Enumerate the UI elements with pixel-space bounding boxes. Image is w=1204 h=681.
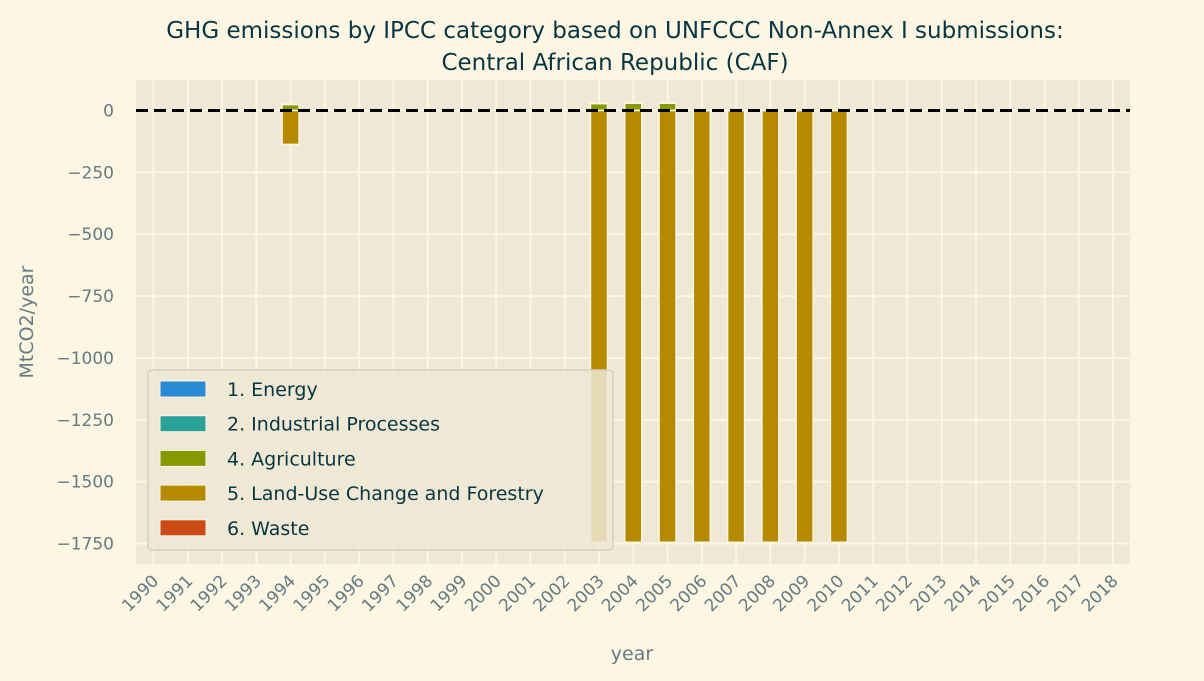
bar [795, 109, 814, 544]
y-tick-label: 0 [103, 102, 114, 122]
bar [726, 109, 746, 544]
bar [624, 109, 643, 544]
legend-swatch [159, 380, 207, 398]
legend-swatch [159, 415, 207, 433]
legend-label: 5. Land-Use Change and Forestry [227, 483, 544, 505]
x-axis-label: year [611, 643, 654, 665]
y-tick-label: −1500 [56, 473, 114, 493]
legend-box [147, 369, 614, 551]
chart-title-line1: GHG emissions by IPCC category based on … [166, 18, 1064, 44]
y-tick-label: −1750 [56, 535, 114, 555]
y-axis-label: MtCO2/year [16, 265, 38, 378]
bar [281, 109, 300, 146]
bar [761, 109, 780, 544]
y-tick-label: −1000 [56, 349, 114, 369]
legend-label: 6. Waste [227, 518, 309, 540]
bar [658, 109, 677, 544]
legend-label: 1. Energy [227, 379, 318, 401]
legend-label: 4. Agriculture [227, 448, 356, 470]
legend: 1. Energy 2. Industrial Processes 4. Agric… [147, 369, 614, 551]
y-axis-ticks: 0 −250 −500 −750 −1000 −1250 −1500 −1750 [56, 102, 114, 555]
bar [624, 101, 643, 104]
bar [692, 109, 712, 544]
chart-title-line2: Central African Republic (CAF) [441, 50, 788, 76]
legend-swatch [159, 484, 207, 502]
bar [829, 109, 849, 544]
y-tick-label: −1250 [56, 411, 114, 431]
y-tick-label: −250 [67, 163, 114, 183]
y-tick-label: −750 [67, 287, 114, 307]
bar [281, 103, 300, 106]
legend-swatch [159, 519, 207, 537]
bar [589, 102, 609, 105]
legend-label: 2. Industrial Processes [227, 414, 440, 436]
bar [658, 101, 677, 104]
y-tick-label: −500 [67, 225, 114, 245]
legend-swatch [159, 449, 207, 467]
